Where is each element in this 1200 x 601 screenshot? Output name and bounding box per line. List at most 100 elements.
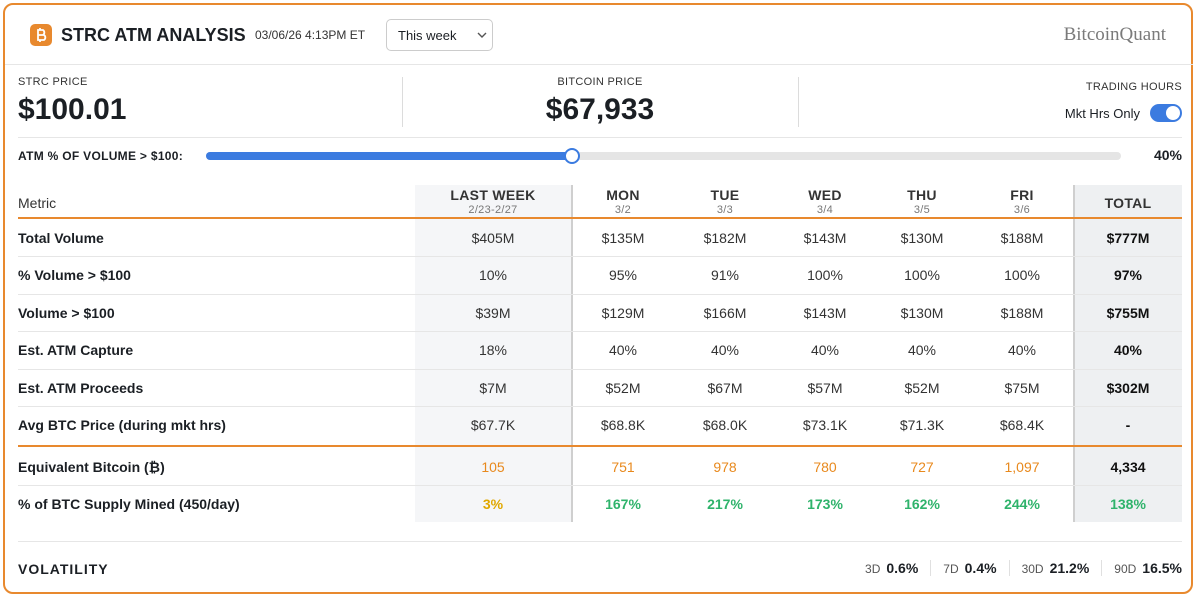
toggle[interactable]	[1150, 104, 1182, 122]
table-cell: 244%	[1004, 496, 1040, 513]
table-cell: 100%	[807, 267, 843, 284]
column-date: 3/6	[1013, 204, 1031, 216]
chevron	[477, 32, 487, 38]
table-cell: 105	[481, 458, 505, 475]
volatility-item: 30D 21.2%	[1008, 560, 1102, 576]
table-cell: 751	[611, 458, 635, 475]
table-cell: 4,334	[1110, 458, 1146, 475]
volatility-period: 7D	[943, 562, 959, 576]
table-cell: $129M	[601, 304, 645, 321]
timestamp: 03/06/26 4:13PM ET	[255, 28, 366, 42]
slider-track	[206, 148, 1121, 164]
column-date: 3/2	[614, 204, 632, 216]
column-header: WED 3/4	[808, 187, 842, 216]
table-cell: 40%	[907, 342, 937, 359]
table-cell: $143M	[803, 304, 847, 321]
volatility-item: 3D 0.6%	[853, 560, 930, 576]
table-cell: $302M	[1106, 379, 1150, 396]
table-cell: 91%	[710, 267, 740, 284]
card	[3, 3, 1193, 594]
divider	[18, 485, 1182, 486]
table-cell: $52M	[605, 379, 641, 396]
table-cell: 10%	[478, 267, 508, 284]
table-cell: 40%	[810, 342, 840, 359]
price-label: BITCOIN PRICE	[557, 76, 643, 88]
table-cell: $68.8K	[600, 417, 646, 434]
volatility-item: 90D 16.5%	[1101, 560, 1194, 576]
logo	[30, 24, 52, 46]
column-header: Metric	[18, 195, 57, 211]
price-value: $100.01	[18, 93, 127, 126]
logo-icon	[37, 28, 47, 42]
table-cell: $182M	[703, 229, 747, 246]
table-cell: 100%	[904, 267, 940, 284]
table-cell: 727	[910, 458, 934, 475]
volatility-period: 90D	[1114, 562, 1137, 576]
table-cell: $777M	[1106, 229, 1150, 246]
divider	[1073, 185, 1075, 522]
table-cell: 217%	[707, 496, 743, 513]
row-label: % of BTC Supply Mined (450/day)	[18, 496, 240, 513]
column-name: THU	[907, 187, 937, 203]
table-cell: $755M	[1106, 304, 1150, 321]
table-cell: 40%	[1113, 342, 1143, 359]
column-date: 3/5	[913, 204, 931, 216]
row-label: Total Volume	[18, 229, 104, 246]
column-name: LAST WEEK	[450, 187, 536, 203]
table-cell: $67.7K	[470, 417, 516, 434]
table-cell: 780	[813, 458, 837, 475]
volatility-item: 7D 0.4%	[930, 560, 1008, 576]
trading-hours-label: TRADING HOURS	[1085, 81, 1182, 93]
divider	[18, 293, 1182, 295]
volatility-value: 21.2%	[1049, 560, 1090, 576]
row-label: Avg BTC Price (during mkt hrs)	[18, 417, 226, 434]
table-cell: $405M	[471, 229, 515, 246]
column-name: TUE	[710, 187, 740, 203]
table-cell: $188M	[1000, 304, 1044, 321]
table-cell: $188M	[1000, 229, 1044, 246]
column-header: MON 3/2	[606, 187, 640, 216]
column-name: FRI	[1010, 187, 1034, 203]
column-name: MON	[606, 187, 640, 203]
table-cell: $143M	[803, 229, 847, 246]
divider	[18, 217, 1182, 219]
table-cell: 18%	[478, 342, 508, 359]
column-bg	[1074, 185, 1182, 522]
divider	[402, 77, 403, 127]
table-cell: $75M	[1004, 379, 1040, 396]
table-cell: $67M	[707, 379, 743, 396]
table-cell: 167%	[605, 496, 641, 513]
table-cell: 40%	[608, 342, 638, 359]
atm-value: 40%	[1153, 147, 1182, 163]
divider	[571, 185, 573, 522]
column-header: TOTAL	[1105, 195, 1152, 211]
table-cell: $39M	[475, 304, 511, 321]
volatility-value: 0.4%	[964, 560, 997, 576]
row-label: Est. ATM Proceeds	[18, 379, 144, 396]
column-date: 2/23-2/27	[468, 204, 518, 216]
divider	[5, 64, 1193, 65]
table-cell: $130M	[900, 229, 944, 246]
volatility-list: 3D 0.6% 7D 0.4% 30D 21.2% 90D 16.5%	[853, 560, 1194, 576]
volatility-period: 30D	[1021, 562, 1044, 576]
table-cell: $68.0K	[702, 417, 748, 434]
table-cell: 1,097	[1004, 458, 1040, 475]
toggle-knob	[1166, 106, 1180, 120]
toggle-label: Mkt Hrs Only	[1064, 106, 1140, 121]
table-cell: 40%	[1007, 342, 1037, 359]
slider-thumb[interactable]	[564, 148, 580, 164]
column-bg	[415, 185, 572, 522]
table-cell: $68.4K	[999, 417, 1045, 434]
table-cell: 100%	[1004, 267, 1040, 284]
table-cell: 162%	[904, 496, 940, 513]
table-cell: 40%	[710, 342, 740, 359]
column-header: THU 3/5	[907, 187, 937, 216]
row-label: Equivalent Bitcoin (₿)	[18, 458, 165, 475]
period-select[interactable]: This week	[386, 19, 493, 51]
table-cell: 97%	[1113, 267, 1143, 284]
volatility-value: 16.5%	[1142, 560, 1182, 576]
divider	[18, 137, 1182, 138]
column-date: 3/3	[716, 204, 734, 216]
table-cell: $135M	[601, 229, 645, 246]
